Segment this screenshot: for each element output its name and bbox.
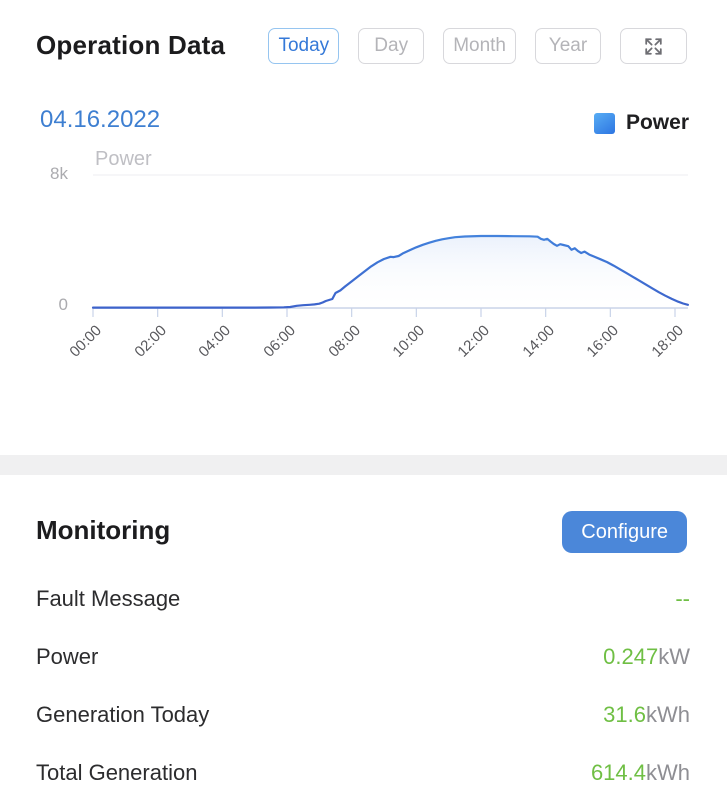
power-series-line	[91, 234, 689, 309]
row-label: Total Generation	[36, 760, 198, 785]
tab-year[interactable]: Year	[535, 28, 601, 64]
row-value-number: 31.6	[603, 702, 646, 727]
power-series-area	[93, 236, 688, 308]
chart-title: Power	[95, 148, 152, 170]
row-value: 31.6kWh	[603, 702, 690, 728]
fullscreen-expand-icon	[641, 34, 666, 59]
expand-button[interactable]	[620, 28, 687, 64]
row-label: Generation Today	[36, 702, 210, 727]
row-value-number: 0.247	[603, 644, 659, 669]
row-value-unit: kW	[658, 644, 690, 669]
row-label: Fault Message	[36, 586, 181, 611]
legend-color-swatch	[593, 112, 615, 134]
monitoring-row: Fault Message --	[36, 586, 690, 644]
configure-button[interactable]: Configure	[562, 511, 687, 553]
chart-legend: Power	[593, 111, 689, 135]
legend-label: Power	[625, 111, 689, 134]
tab-day[interactable]: Day	[358, 28, 425, 64]
page-title: Operation Data	[36, 30, 226, 60]
tab-month[interactable]: Month	[443, 28, 516, 64]
chart-date[interactable]: 04.16.2022	[40, 106, 161, 133]
monitoring-row: Power 0.247kW	[36, 644, 690, 702]
monitoring-row: Total Generation 614.4kWh	[36, 760, 690, 800]
row-value: 0.247kW	[603, 644, 690, 670]
power-area-chart[interactable]	[0, 140, 727, 400]
row-value-unit: kWh	[646, 702, 690, 727]
period-tabs: Today Day Month Year	[268, 28, 687, 64]
row-value-number: --	[675, 586, 690, 611]
row-value-unit: kWh	[646, 760, 690, 785]
row-value: --	[675, 586, 690, 612]
monitoring-row: Generation Today 31.6kWh	[36, 702, 690, 760]
row-label: Power	[36, 644, 99, 669]
monitoring-rows: Fault Message -- Power 0.247kW Generation To…	[36, 586, 690, 800]
tab-today[interactable]: Today	[268, 28, 340, 64]
row-value: 614.4kWh	[591, 760, 690, 786]
row-value-number: 614.4	[590, 760, 646, 785]
y-axis-label-top: 8k	[50, 164, 68, 183]
monitoring-title: Monitoring	[36, 515, 171, 545]
y-axis-label-bottom: 0	[58, 295, 68, 314]
section-separator	[0, 455, 727, 475]
